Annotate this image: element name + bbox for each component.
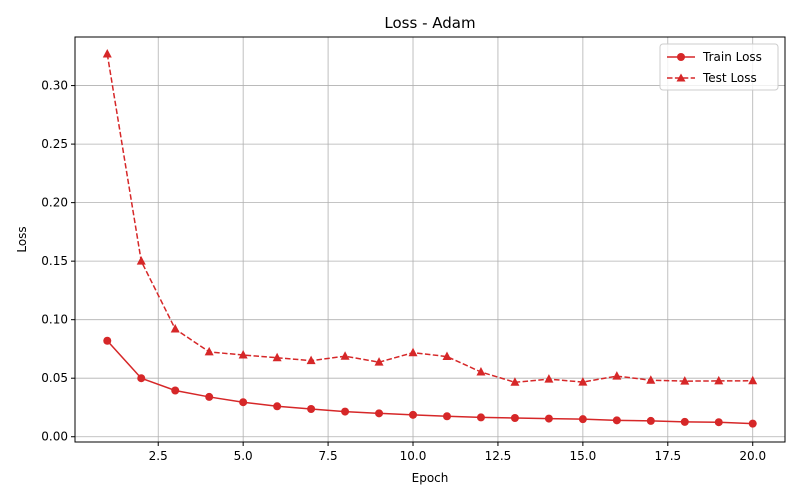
- y-tick-label: 0.20: [41, 196, 68, 210]
- data-point-test: [238, 350, 248, 359]
- y-tick-label: 0.05: [41, 371, 68, 385]
- legend-label-train: Train Loss: [702, 50, 762, 64]
- x-tick-label: 10.0: [400, 449, 427, 463]
- data-point-train: [442, 412, 451, 421]
- x-axis-label: Epoch: [412, 471, 449, 485]
- y-tick-label: 0.30: [41, 79, 68, 93]
- data-point-train: [239, 398, 248, 407]
- data-point-test: [204, 346, 214, 356]
- data-point-test: [272, 352, 282, 362]
- data-point-train: [171, 386, 180, 395]
- legend: Train Loss Test Loss: [659, 43, 779, 91]
- data-point-train: [409, 410, 418, 419]
- data-point-test: [578, 377, 588, 386]
- data-point-train: [714, 418, 723, 427]
- data-point-test: [306, 355, 316, 365]
- series-line-train: [106, 340, 753, 425]
- data-point-test: [612, 371, 622, 380]
- x-axis-ticks: 2.5 5.0 7.5 10.0 12.5 15.0 17.5 20.0: [149, 442, 766, 463]
- x-tick-label: 17.5: [654, 449, 681, 463]
- series-group: [102, 48, 758, 428]
- data-point-train: [375, 409, 384, 418]
- data-point-test: [102, 48, 112, 58]
- data-point-test: [714, 375, 724, 385]
- data-point-train: [544, 414, 553, 423]
- data-point-train: [612, 416, 621, 425]
- x-tick-label: 5.0: [234, 449, 253, 463]
- legend-box: [659, 43, 779, 91]
- data-point-test: [374, 357, 384, 366]
- data-point-train: [510, 414, 519, 423]
- data-point-train: [476, 413, 485, 422]
- legend-label-test: Test Loss: [702, 71, 757, 85]
- grid: [75, 37, 785, 442]
- series-line-test: [106, 53, 753, 384]
- x-tick-label: 2.5: [149, 449, 168, 463]
- x-tick-label: 7.5: [319, 449, 338, 463]
- data-point-test: [748, 375, 758, 385]
- data-point-test: [442, 351, 452, 361]
- data-point-test: [340, 351, 350, 360]
- y-axis-label: Loss: [15, 226, 29, 252]
- data-point-train: [137, 374, 146, 383]
- data-point-test: [510, 377, 520, 386]
- data-point-test: [170, 324, 180, 333]
- legend-marker-train: [677, 53, 685, 61]
- data-point-train: [103, 336, 112, 345]
- data-point-test: [476, 367, 486, 376]
- data-point-test: [680, 376, 690, 385]
- y-tick-label: 0.10: [41, 313, 68, 327]
- y-tick-label: 0.15: [41, 254, 68, 268]
- x-tick-label: 12.5: [485, 449, 512, 463]
- data-point-train: [273, 402, 282, 411]
- data-point-test: [646, 375, 656, 384]
- chart-title: Loss - Adam: [384, 14, 475, 32]
- x-tick-label: 15.0: [570, 449, 597, 463]
- data-point-train: [646, 416, 655, 425]
- plot-frame: [74, 36, 786, 443]
- y-tick-label: 0.25: [41, 137, 68, 151]
- data-point-test: [408, 347, 418, 357]
- x-tick-label: 20.0: [739, 449, 766, 463]
- data-point-test: [136, 256, 146, 265]
- data-point-test: [544, 374, 554, 383]
- data-point-train: [341, 407, 350, 416]
- data-point-train: [578, 415, 587, 424]
- legend-marker-test: [676, 73, 686, 82]
- data-point-train: [307, 404, 316, 413]
- data-point-train: [748, 419, 757, 428]
- y-axis-ticks: 0.00 0.05 0.10 0.15 0.20 0.25 0.30: [41, 79, 75, 444]
- data-point-train: [205, 392, 214, 401]
- y-tick-label: 0.00: [41, 430, 68, 444]
- data-point-train: [680, 417, 689, 426]
